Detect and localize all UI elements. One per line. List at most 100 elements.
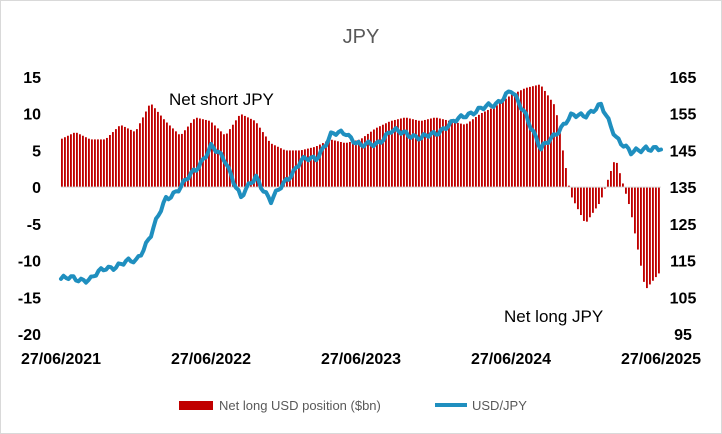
bar — [76, 132, 78, 188]
bar — [298, 150, 300, 188]
net-long-usd-bars — [61, 84, 660, 289]
bar — [127, 128, 129, 188]
right-tick-label: 165 — [670, 70, 697, 87]
left-tick-label: 10 — [23, 107, 41, 124]
bar — [439, 118, 441, 188]
bar — [322, 143, 324, 188]
bar — [586, 187, 588, 222]
bar — [352, 141, 354, 188]
right-axis-ticks: 165 155 145 135 125 115 105 95 — [670, 70, 697, 344]
bar — [106, 137, 108, 188]
bar — [64, 137, 66, 188]
bar — [346, 142, 348, 188]
bar — [124, 126, 126, 188]
bar — [214, 125, 216, 188]
usdjpy-line — [59, 89, 663, 285]
bar — [148, 105, 150, 188]
bar — [109, 135, 111, 188]
bar — [373, 129, 375, 188]
bar — [88, 138, 90, 188]
right-tick-label: 155 — [670, 107, 697, 124]
bar — [367, 133, 369, 188]
bar — [100, 139, 102, 188]
bar — [103, 139, 105, 188]
bar — [286, 150, 288, 188]
bar — [388, 121, 390, 188]
bar — [112, 132, 114, 188]
bar — [163, 119, 165, 188]
bar — [382, 124, 384, 188]
bar — [211, 122, 213, 188]
bar — [451, 121, 453, 188]
bar — [475, 117, 477, 188]
bar — [571, 187, 573, 198]
legend: Net long USD position ($bn) USD/JPY — [179, 398, 527, 413]
bar — [169, 125, 171, 188]
x-tick-label: 27/06/2024 — [471, 351, 551, 368]
bar — [151, 104, 153, 188]
bar — [391, 120, 393, 188]
bar — [463, 124, 465, 188]
bar — [130, 129, 132, 188]
bar — [265, 136, 267, 188]
bar — [598, 187, 600, 205]
bar — [136, 129, 138, 188]
bar — [421, 120, 423, 188]
bar — [118, 126, 120, 188]
bar — [508, 96, 510, 188]
bar — [277, 146, 279, 188]
bar — [532, 86, 534, 188]
bar — [499, 103, 501, 188]
bar — [307, 148, 309, 188]
bar — [310, 147, 312, 188]
bar — [487, 110, 489, 188]
bar — [178, 134, 180, 188]
bar — [619, 173, 621, 188]
bar — [559, 132, 561, 188]
bar — [193, 119, 195, 188]
left-tick-label: -5 — [27, 217, 41, 234]
bar — [166, 122, 168, 188]
bar — [70, 134, 72, 188]
bar — [325, 141, 327, 188]
bar — [364, 136, 366, 188]
bar — [550, 99, 552, 188]
legend-bar-label: Net long USD position ($bn) — [219, 398, 381, 413]
left-tick-label: -10 — [18, 254, 41, 271]
right-tick-label: 145 — [670, 143, 697, 160]
bar — [418, 120, 420, 188]
annotation-net-short: Net short JPY — [169, 90, 274, 109]
bar — [472, 119, 474, 188]
bar — [181, 133, 183, 188]
bar — [442, 119, 444, 188]
bar — [649, 187, 651, 285]
bar — [199, 118, 201, 188]
bar — [328, 140, 330, 188]
bar — [595, 187, 597, 209]
bar — [631, 187, 633, 218]
bar — [409, 118, 411, 188]
right-tick-label: 115 — [670, 254, 696, 271]
right-tick-label: 95 — [674, 327, 692, 344]
bar — [274, 145, 276, 188]
bar — [247, 117, 249, 188]
bar — [91, 139, 93, 188]
right-tick-label: 105 — [670, 290, 697, 307]
bar — [94, 139, 96, 188]
bar — [589, 187, 591, 218]
bar — [133, 131, 135, 188]
bar — [319, 144, 321, 188]
bar — [562, 150, 564, 188]
bar — [523, 88, 525, 188]
legend-bar-swatch — [179, 401, 213, 410]
bar — [580, 187, 582, 216]
bar — [184, 130, 186, 188]
bar — [250, 118, 252, 188]
bar — [187, 126, 189, 188]
left-tick-label: -20 — [18, 327, 41, 344]
bar — [583, 187, 585, 221]
bar — [154, 108, 156, 188]
bar — [376, 127, 378, 188]
bar — [403, 117, 405, 188]
bar — [556, 115, 558, 188]
